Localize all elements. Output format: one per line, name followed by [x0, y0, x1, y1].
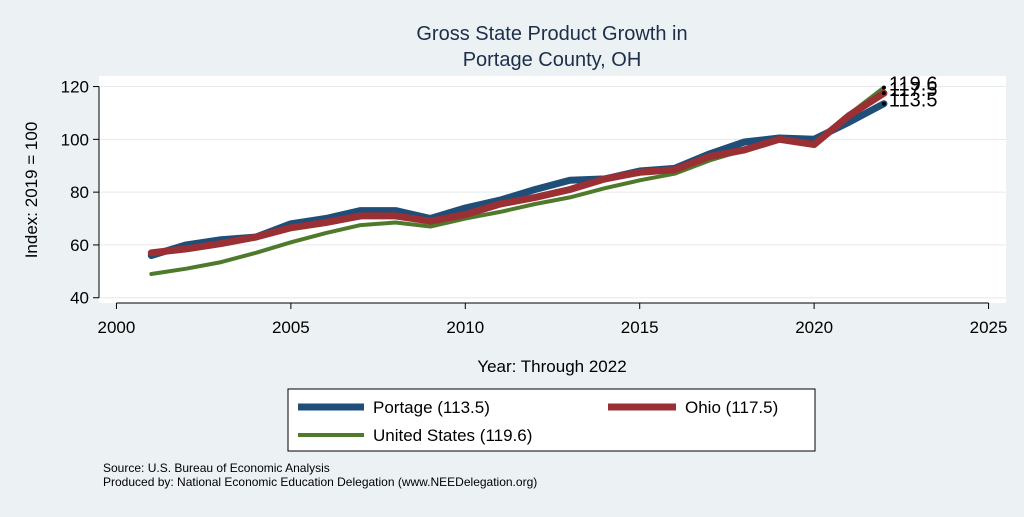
x-tick-label-2010: 2010 — [446, 318, 484, 337]
legend-label-portage: Portage (113.5) — [373, 398, 490, 417]
y-tick-label-120: 120 — [61, 78, 89, 97]
axes: 40 60 80 100 120 2000 2005 2010 2015 2020 2025 — [61, 78, 1008, 337]
series-lines — [147, 85, 888, 276]
legend: Portage (113.5) Ohio (117.5) United Stat… — [287, 388, 816, 452]
x-tick-label-2025: 2025 — [970, 318, 1008, 337]
source-note: Source: U.S. Bureau of Economic Analysis — [103, 461, 330, 475]
end-label-ohio: 117.5 — [889, 79, 938, 101]
x-tick-label-2005: 2005 — [272, 318, 310, 337]
producer-note: Produced by: National Economic Education… — [103, 475, 537, 489]
x-tick-label-2020: 2020 — [795, 318, 833, 337]
y-axis-title: Index: 2019 = 100 — [22, 122, 41, 259]
x-axis-title: Year: Through 2022 — [477, 357, 626, 376]
legend-label-united-states: United States (119.6) — [373, 426, 532, 445]
legend-box — [287, 388, 816, 452]
end-point-united-states — [881, 85, 886, 90]
x-tick-label-2000: 2000 — [98, 318, 136, 337]
chart-title-line-1: Gross State Product Growth in — [416, 23, 687, 45]
x-tick-label-2015: 2015 — [621, 318, 659, 337]
end-label-portage: 113.5 — [889, 90, 938, 112]
legend-label-ohio: Ohio (117.5) — [685, 398, 778, 417]
end-label-united-states: 119.6 — [889, 74, 938, 96]
series-line-ohio — [147, 89, 888, 257]
y-tick-label-100: 100 — [61, 130, 89, 149]
y-tick-label-40: 40 — [70, 289, 89, 308]
y-tick-label-80: 80 — [70, 183, 89, 202]
chart-title-line-2: Portage County, OH — [463, 49, 642, 71]
end-point-ohio — [881, 91, 886, 96]
end-point-portage — [881, 101, 886, 106]
y-tick-label-60: 60 — [70, 236, 89, 255]
